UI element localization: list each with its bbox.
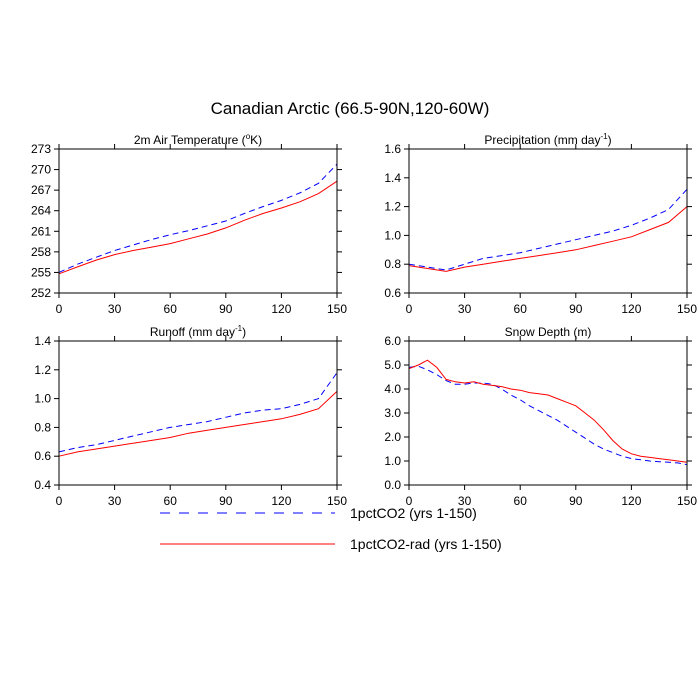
panel-title-superscript: -1 [235, 324, 243, 333]
figure-title: Canadian Arctic (66.5-90N,120-60W) [211, 99, 490, 118]
x-tick-label: 150 [677, 494, 697, 508]
x-tick-label: 120 [621, 302, 641, 316]
panel-title-main: Snow Depth (m) [505, 325, 592, 339]
panel-title-tail: ) [608, 133, 612, 147]
x-tick-label: 90 [219, 302, 233, 316]
y-tick-label: 273 [31, 142, 51, 156]
x-tick-label: 90 [219, 494, 233, 508]
y-tick-label: 6.0 [384, 334, 401, 348]
x-tick-label: 120 [271, 302, 291, 316]
panel-2-series-1-line [408, 188, 688, 271]
x-tick-label: 150 [327, 302, 347, 316]
panel-2-title: Precipitation (mm day-1) [484, 132, 611, 147]
x-tick-label: 0 [56, 302, 63, 316]
panel-4-title: Snow Depth (m) [505, 325, 592, 339]
panel-3-series-1-line [58, 372, 338, 453]
x-tick-label: 150 [327, 494, 347, 508]
y-tick-label: 1.4 [384, 171, 401, 185]
x-tick-label: 150 [677, 302, 697, 316]
y-tick-label: 1.6 [384, 142, 401, 156]
x-tick-label: 0 [406, 494, 413, 508]
x-tick-label: 120 [621, 494, 641, 508]
y-tick-label: 270 [31, 163, 51, 177]
y-tick-label: 261 [31, 224, 51, 238]
panel-4: 0 30 60 90 120 150 0.0 1.0 2.0 3.0 4.0 5.0 6.0 Snow D… [384, 325, 697, 508]
panel-1-series-2-line [58, 180, 338, 275]
y-tick-label: 1.0 [34, 392, 51, 406]
x-tick-label: 60 [514, 302, 528, 316]
y-tick-label: 5.0 [384, 358, 401, 372]
y-tick-label: 1.0 [384, 228, 401, 242]
panel-title-main: Precipitation (mm day [484, 133, 600, 147]
y-tick-label: 255 [31, 265, 51, 279]
panel-title-superscript: -1 [600, 132, 608, 141]
panel-1-series-1-line [58, 163, 338, 273]
panel-2: 0 30 60 90 120 150 0.6 0.8 1.0 1.2 1.4 1.6 Precipita… [384, 132, 697, 316]
x-tick-label: 60 [164, 302, 178, 316]
x-tick-label: 60 [164, 494, 178, 508]
y-tick-label: 264 [31, 204, 51, 218]
y-tick-label: 4.0 [384, 382, 401, 396]
panel-2-frame [408, 148, 688, 294]
panel-title-tail: ) [242, 325, 246, 339]
y-tick-label: 0.8 [34, 420, 51, 434]
y-tick-label: 1.0 [384, 454, 401, 468]
panel-4-series-1-line [408, 365, 688, 466]
x-tick-label: 30 [108, 302, 122, 316]
panel-title-main: Runoff (mm day [150, 325, 235, 339]
legend-label-2: 1pctCO2-rad (yrs 1-150) [350, 536, 502, 552]
y-tick-label: 1.4 [34, 334, 51, 348]
y-tick-label: 0.6 [384, 286, 401, 300]
y-tick-label: 0.4 [34, 478, 51, 492]
x-tick-label: 0 [56, 494, 63, 508]
panel-title-main: 2m Air Temperature ( [134, 133, 246, 147]
panel-3-title: Runoff (mm day-1) [150, 324, 246, 339]
x-tick-label: 120 [271, 494, 291, 508]
y-tick-label: 1.2 [34, 363, 51, 377]
panel-1: 0 30 60 90 120 150 252 255 258 261 264 267 270 273 2m … [31, 132, 347, 316]
panel-4-frame [408, 340, 688, 486]
x-tick-label: 60 [514, 494, 528, 508]
y-tick-label: 0.0 [384, 478, 401, 492]
panel-4-series-2-line [408, 359, 688, 463]
legend: 1pctCO2 (yrs 1-150) 1pctCO2-rad (yrs 1-15… [160, 505, 502, 552]
panel-1-frame [58, 148, 338, 294]
y-tick-label: 0.6 [34, 449, 51, 463]
panel-2-series-2-line [408, 206, 688, 272]
panel-3-series-2-line [58, 391, 338, 457]
panel-title-tail: K) [250, 133, 262, 147]
x-tick-label: 90 [569, 302, 583, 316]
x-tick-label: 30 [458, 302, 472, 316]
y-tick-label: 0.8 [384, 257, 401, 271]
x-tick-label: 30 [458, 494, 472, 508]
y-tick-label: 252 [31, 286, 51, 300]
y-tick-label: 258 [31, 245, 51, 259]
panels-group: 0 30 60 90 120 150 252 255 258 261 264 267 270 273 2m … [31, 132, 697, 508]
y-tick-label: 3.0 [384, 406, 401, 420]
panel-3-frame [58, 340, 338, 486]
panel-3: 0 30 60 90 120 150 0.4 0.6 0.8 1.0 1.2 1.4 Runoff (m… [34, 324, 347, 508]
y-tick-label: 1.2 [384, 200, 401, 214]
y-tick-label: 267 [31, 183, 51, 197]
y-tick-label: 2.0 [384, 430, 401, 444]
x-tick-label: 90 [569, 494, 583, 508]
legend-label-1: 1pctCO2 (yrs 1-150) [350, 505, 477, 521]
x-tick-label: 30 [108, 494, 122, 508]
panel-title-superscript: o [246, 132, 251, 141]
panel-1-title: 2m Air Temperature (oK) [134, 132, 262, 147]
x-tick-label: 0 [406, 302, 413, 316]
